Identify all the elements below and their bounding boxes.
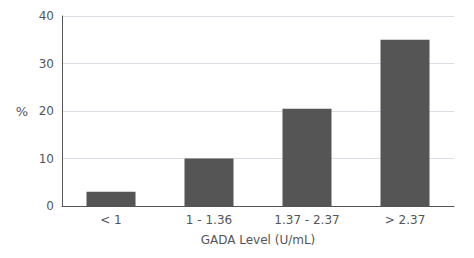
svg-text:1.37 - 2.37: 1.37 - 2.37 bbox=[274, 213, 339, 227]
svg-text:GADA Level (U/mL): GADA Level (U/mL) bbox=[201, 233, 316, 247]
svg-text:0: 0 bbox=[46, 199, 54, 213]
svg-text:1 - 1.36: 1 - 1.36 bbox=[186, 213, 232, 227]
svg-text:20: 20 bbox=[39, 104, 54, 118]
svg-text:%: % bbox=[16, 104, 28, 119]
svg-text:40: 40 bbox=[39, 9, 54, 23]
svg-text:10: 10 bbox=[39, 152, 54, 166]
svg-text:30: 30 bbox=[39, 57, 54, 71]
svg-text:> 2.37: > 2.37 bbox=[385, 213, 426, 227]
svg-text:< 1: < 1 bbox=[100, 213, 122, 227]
